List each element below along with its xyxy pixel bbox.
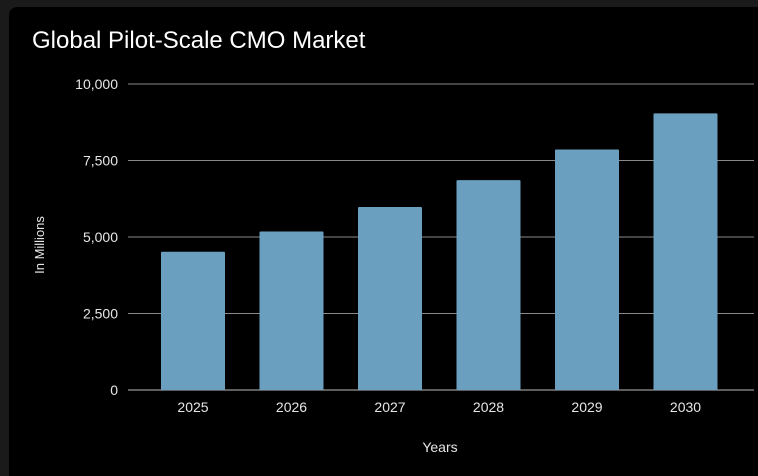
- x-tick-label: 2029: [571, 399, 602, 415]
- y-tick-label: 5,000: [83, 229, 118, 245]
- y-axis-tick-labels: 0 2,500 5,000 7,500 10,000: [75, 76, 118, 398]
- bar-2030: [653, 113, 718, 390]
- bar-2029: [555, 149, 619, 390]
- bar-2028: [456, 180, 521, 390]
- x-tick-label: 2028: [473, 399, 504, 415]
- bar-2027: [358, 207, 422, 390]
- bar-2025: [161, 251, 225, 390]
- y-axis-label: In Millions: [32, 216, 47, 274]
- chart-title: Global Pilot-Scale CMO Market: [32, 27, 366, 54]
- x-axis-tick-labels: 2025 2026 2027 2028 2029 2030: [177, 399, 701, 415]
- x-tick-label: 2025: [177, 399, 208, 415]
- x-axis-label: Years: [422, 439, 457, 455]
- bars: [161, 113, 718, 390]
- gridlines: [128, 83, 754, 391]
- x-tick-label: 2027: [374, 399, 405, 415]
- y-tick-label: 7,500: [83, 153, 118, 169]
- x-tick-label: 2026: [276, 399, 307, 415]
- y-tick-label: 10,000: [75, 76, 118, 92]
- x-tick-label: 2030: [670, 399, 701, 415]
- bar-2026: [259, 231, 324, 390]
- y-tick-label: 0: [110, 382, 118, 398]
- y-tick-label: 2,500: [83, 306, 118, 322]
